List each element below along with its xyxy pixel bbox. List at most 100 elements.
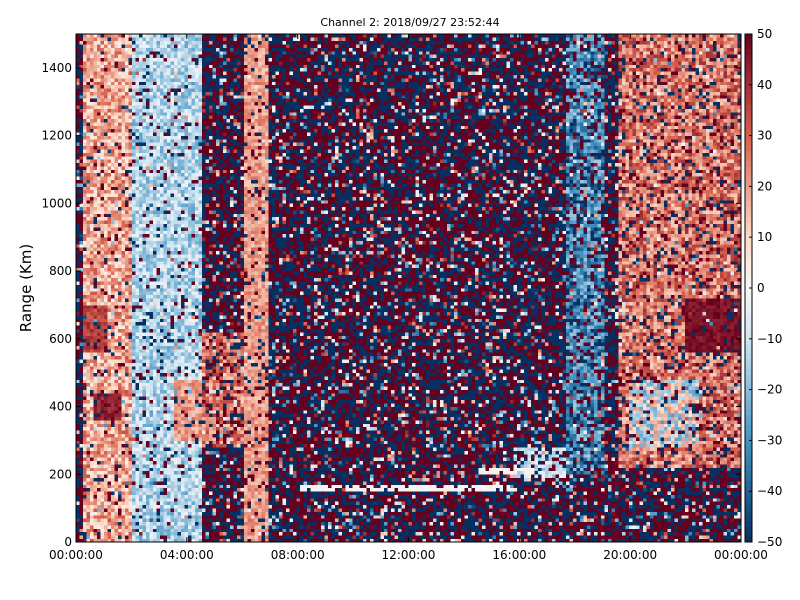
heatmap-cell — [108, 383, 112, 387]
heatmap-cell — [104, 220, 108, 224]
heatmap-cell — [157, 305, 161, 309]
heatmap-cell — [122, 88, 126, 92]
heatmap-cell — [101, 451, 105, 455]
heatmap-cell — [181, 37, 185, 41]
heatmap-cell — [125, 379, 129, 383]
heatmap-cell — [174, 88, 178, 92]
heatmap-cell — [129, 132, 133, 136]
heatmap-cell — [178, 81, 182, 85]
heatmap-cell — [101, 41, 105, 45]
heatmap-cell — [150, 342, 154, 346]
heatmap-cell — [129, 285, 133, 289]
heatmap-cell — [185, 427, 189, 431]
heatmap-cell — [143, 81, 147, 85]
heatmap-cell — [139, 75, 143, 79]
heatmap-cell — [153, 369, 157, 373]
heatmap-cell — [160, 115, 164, 119]
heatmap-cell — [129, 322, 133, 326]
heatmap-cell — [174, 207, 178, 211]
heatmap-cell — [185, 302, 189, 306]
heatmap-cell — [132, 115, 136, 119]
heatmap-cell — [94, 423, 98, 427]
heatmap-cell — [118, 274, 122, 278]
heatmap-cell — [87, 525, 91, 529]
heatmap-cell — [143, 230, 147, 234]
heatmap-cell — [164, 349, 168, 353]
heatmap-cell — [76, 210, 80, 214]
heatmap-cell — [171, 322, 175, 326]
heatmap-cell — [118, 122, 122, 126]
heatmap-cell — [76, 484, 80, 488]
heatmap-cell — [101, 285, 105, 289]
heatmap-cell — [90, 92, 94, 96]
heatmap-cell — [146, 241, 150, 245]
heatmap-cell — [94, 180, 98, 184]
heatmap-cell — [94, 488, 98, 492]
heatmap-cell — [164, 156, 168, 160]
heatmap-cell — [136, 505, 140, 509]
heatmap-cell — [150, 163, 154, 167]
heatmap-cell — [174, 376, 178, 380]
heatmap-cell — [90, 217, 94, 221]
heatmap-cell — [167, 400, 171, 404]
heatmap-cell — [164, 457, 168, 461]
heatmap-cell — [115, 501, 119, 505]
heatmap-cell — [139, 207, 143, 211]
heatmap-cell — [150, 518, 154, 522]
heatmap-cell — [136, 407, 140, 411]
heatmap-cell — [185, 78, 189, 82]
heatmap-cell — [94, 268, 98, 272]
heatmap-cell — [129, 278, 133, 282]
heatmap-cell — [153, 51, 157, 55]
heatmap-cell — [122, 193, 126, 197]
heatmap-cell — [185, 508, 189, 512]
heatmap-cell — [146, 41, 150, 45]
heatmap-cell — [178, 34, 182, 38]
heatmap-cell — [139, 115, 143, 119]
heatmap-cell — [160, 241, 164, 245]
heatmap-cell — [188, 471, 192, 475]
heatmap-cell — [132, 376, 136, 380]
heatmap-cell — [108, 447, 112, 451]
heatmap-cell — [174, 427, 178, 431]
heatmap-cell — [76, 349, 80, 353]
heatmap-cell — [94, 315, 98, 319]
heatmap-cell — [97, 413, 101, 417]
heatmap-cell — [90, 403, 94, 407]
heatmap-cell — [122, 81, 126, 85]
heatmap-cell — [122, 305, 126, 309]
heatmap-cell — [87, 522, 91, 526]
heatmap-cell — [101, 105, 105, 109]
heatmap-cell — [171, 512, 175, 516]
heatmap-cell — [83, 261, 87, 265]
heatmap-cell — [167, 474, 171, 478]
heatmap-cell — [97, 363, 101, 367]
heatmap-cell — [80, 417, 84, 421]
heatmap-cell — [178, 105, 182, 109]
heatmap-cell — [101, 61, 105, 65]
heatmap-cell — [143, 190, 147, 194]
heatmap-cell — [181, 163, 185, 167]
heatmap-cell — [111, 508, 115, 512]
heatmap-cell — [129, 501, 133, 505]
heatmap-cell — [146, 437, 150, 441]
heatmap-cell — [178, 68, 182, 72]
heatmap-cell — [76, 217, 80, 221]
heatmap-cell — [136, 230, 140, 234]
heatmap-cell — [153, 119, 157, 123]
heatmap-cell — [90, 271, 94, 275]
heatmap-cell — [150, 396, 154, 400]
heatmap-cell — [90, 322, 94, 326]
heatmap-cell — [76, 396, 80, 400]
heatmap-cell — [167, 315, 171, 319]
heatmap-cell — [90, 498, 94, 502]
heatmap-cell — [87, 515, 91, 519]
heatmap-cell — [129, 484, 133, 488]
heatmap-cell — [132, 322, 136, 326]
heatmap-cell — [108, 210, 112, 214]
heatmap-cell — [118, 481, 122, 485]
heatmap-cell — [171, 169, 175, 173]
heatmap-cell — [174, 495, 178, 499]
heatmap-cell — [97, 386, 101, 390]
heatmap-cell — [115, 197, 119, 201]
